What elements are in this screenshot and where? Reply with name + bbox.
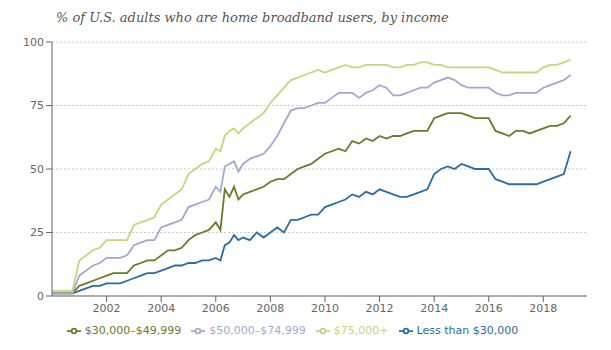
html-text:Less than $30,000: Less than $30,000 bbox=[416, 324, 519, 337]
html-text:$50,000–$74,999: $50,000–$74,999 bbox=[209, 324, 306, 337]
svg-text:2006: 2006 bbox=[202, 302, 230, 315]
svg-text:100: 100 bbox=[23, 36, 44, 49]
svg-text:25: 25 bbox=[30, 226, 44, 239]
svg-text:2016: 2016 bbox=[475, 302, 503, 315]
svg-text:2002: 2002 bbox=[93, 302, 121, 315]
html-text:% of U.S. adults who are home: % of U.S. adults who are home broadband … bbox=[56, 10, 449, 25]
svg-text:2014: 2014 bbox=[420, 302, 448, 315]
svg-text:0: 0 bbox=[37, 290, 44, 303]
html-text:$30,000–$49,999: $30,000–$49,999 bbox=[84, 324, 182, 337]
svg-text:75: 75 bbox=[30, 99, 44, 112]
svg-text:2004: 2004 bbox=[147, 302, 175, 315]
svg-text:2010: 2010 bbox=[311, 302, 339, 315]
svg-text:50: 50 bbox=[30, 163, 44, 176]
svg-text:2012: 2012 bbox=[366, 302, 394, 315]
html-text:$75,000+: $75,000+ bbox=[333, 324, 389, 337]
svg-text:2018: 2018 bbox=[529, 302, 557, 315]
svg-text:2008: 2008 bbox=[256, 302, 284, 315]
